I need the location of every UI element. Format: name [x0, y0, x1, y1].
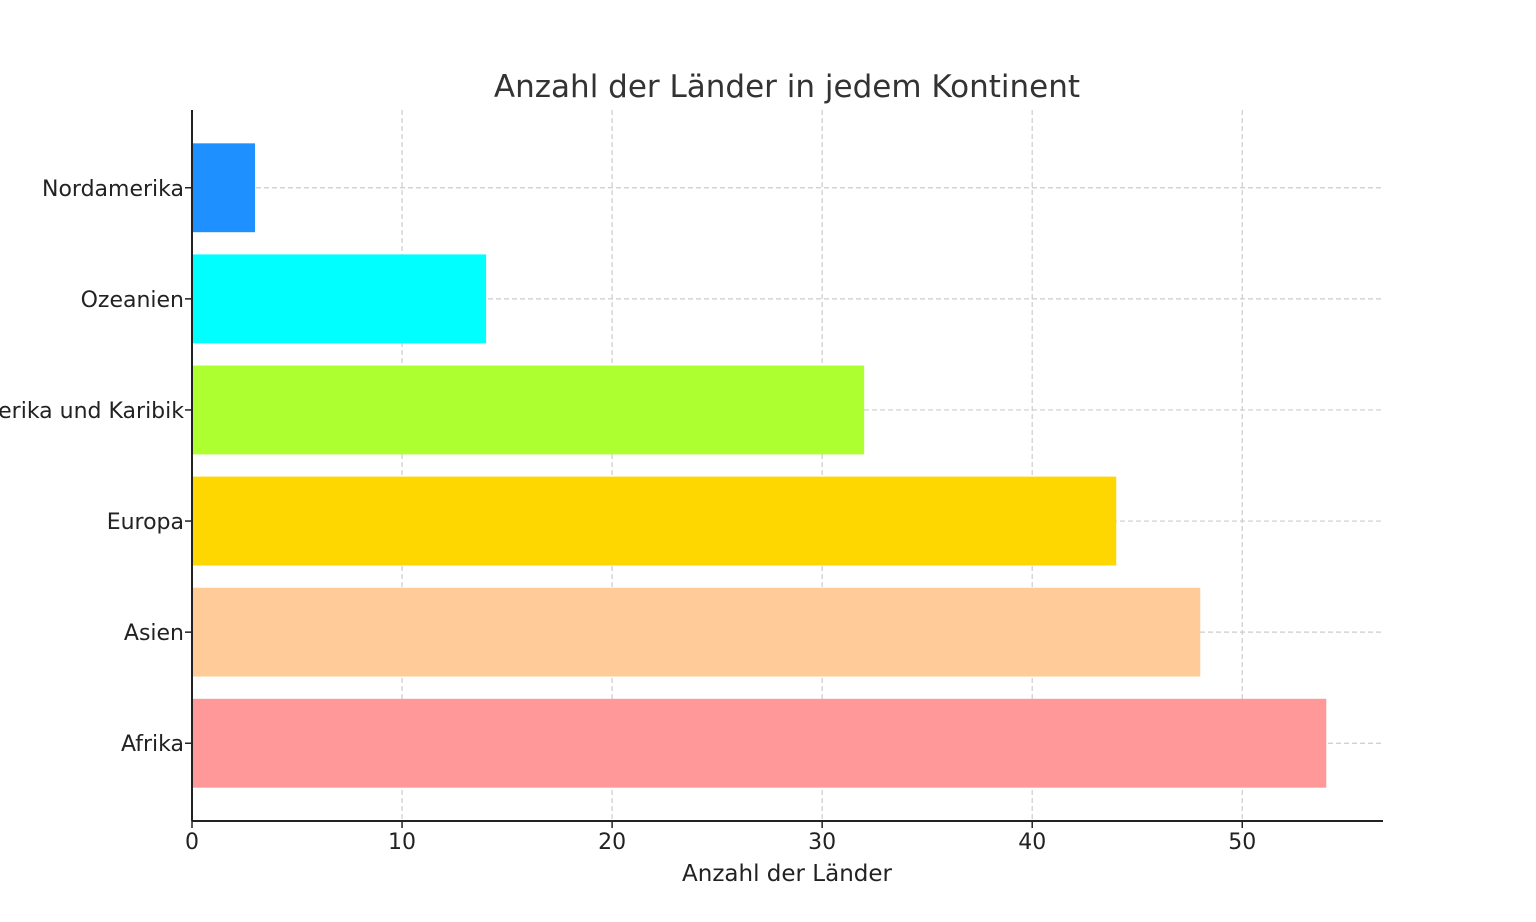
- y-tick-label: Europa: [107, 510, 184, 535]
- x-tick-label: 50: [1228, 830, 1256, 855]
- bar-ozeanien: [192, 254, 487, 344]
- chart-title: Anzahl der Länder in jedem Kontinent: [494, 69, 1080, 105]
- x-tick-label: 20: [598, 830, 626, 855]
- bars: [192, 143, 1327, 788]
- y-tick-label: Asien: [124, 621, 184, 646]
- x-tick-label: 10: [388, 830, 416, 855]
- bar-afrika: [192, 698, 1327, 788]
- y-tick-label: Lateinamerika und Karibik: [0, 399, 184, 424]
- y-tick-label: Nordamerika: [42, 177, 184, 202]
- axes: 0 10 20 30 40 50 Afrika Asien Europa Lateinamerik…: [0, 110, 1383, 855]
- x-tick-label: 30: [808, 830, 836, 855]
- bar-lateinamerika-und-karibik: [192, 365, 865, 455]
- bar-nordamerika: [192, 143, 256, 233]
- x-tick-label: 40: [1018, 830, 1046, 855]
- y-tick-label: Ozeanien: [81, 288, 184, 313]
- bar-europa: [192, 476, 1117, 566]
- x-axis-label: Anzahl der Länder: [682, 861, 893, 887]
- y-tick-label: Afrika: [121, 732, 184, 757]
- bar-asien: [192, 587, 1201, 677]
- x-tick-label: 0: [185, 830, 199, 855]
